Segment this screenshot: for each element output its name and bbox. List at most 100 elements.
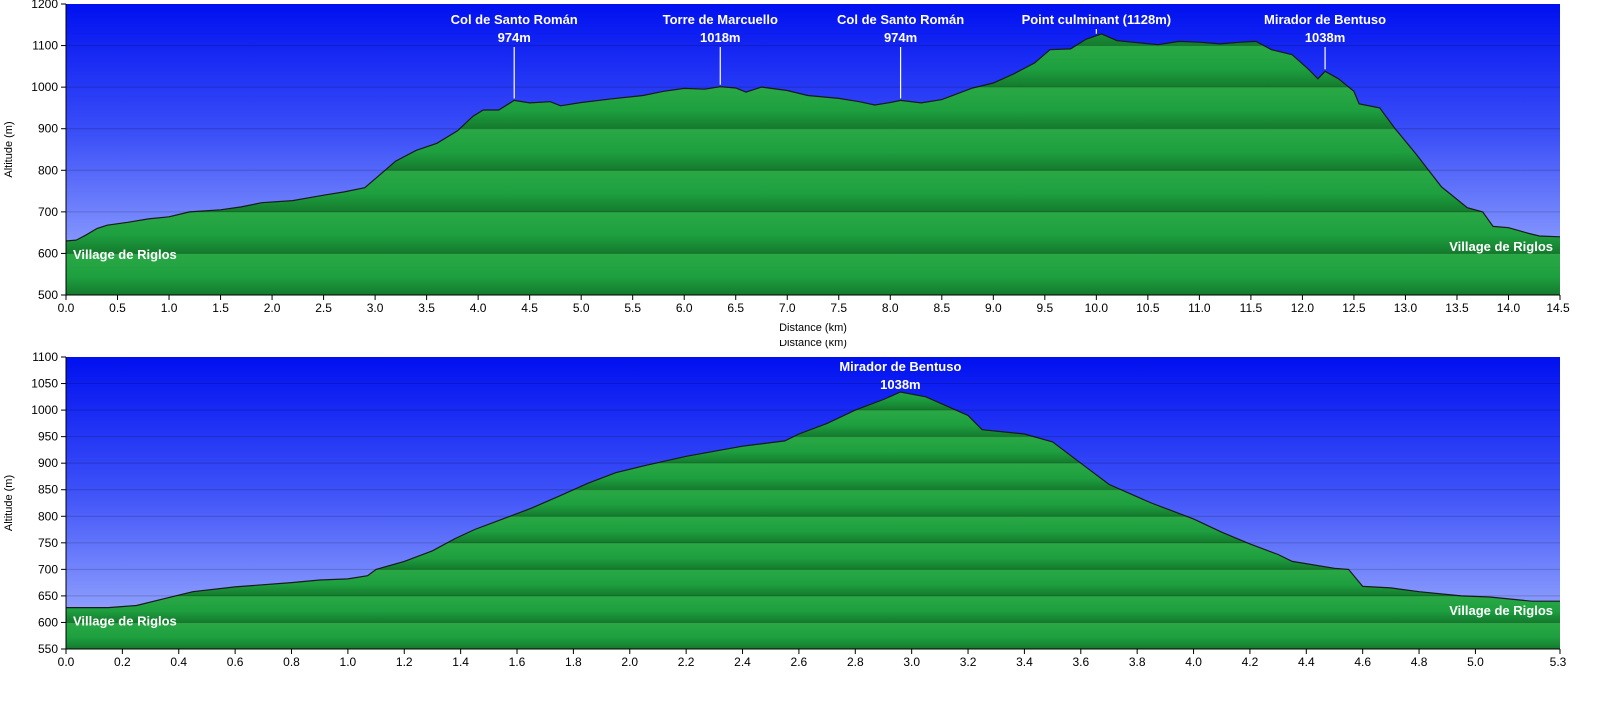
- x-tick-label: 2.6: [791, 655, 808, 669]
- poi-elevation-label: 974m: [884, 30, 917, 45]
- y-tick-label: 800: [38, 509, 58, 523]
- poi-elevation-label: 1038m: [1305, 30, 1345, 45]
- x-tick-label: 10.0: [1085, 301, 1109, 315]
- x-tick-label: 0.2: [114, 655, 131, 669]
- elevation-line: [66, 391, 1560, 609]
- y-tick-label: 1000: [31, 403, 58, 417]
- x-tick-label: 1.4: [452, 655, 469, 669]
- x-tick-label: 5.5: [624, 301, 641, 315]
- x-tick-label: 5.3: [1550, 655, 1567, 669]
- y-axis-title: Altitude (m): [3, 121, 15, 177]
- x-tick-label: 1.6: [509, 655, 526, 669]
- y-tick-label: 900: [38, 456, 58, 470]
- x-tick-label: 2.4: [734, 655, 751, 669]
- poi-elevation-label: 1038m: [880, 377, 920, 392]
- y-tick-label: 850: [38, 483, 58, 497]
- x-tick-label: 11.5: [1240, 301, 1263, 315]
- poi-name-label: Mirador de Bentuso: [839, 359, 961, 374]
- x-tick-label: 1.5: [212, 301, 229, 315]
- x-tick-label: 1.0: [161, 301, 178, 315]
- poi-elevation-label: 974m: [498, 30, 531, 45]
- x-tick-label: 4.0: [1185, 655, 1202, 669]
- x-tick-label: 4.8: [1411, 655, 1428, 669]
- start-point-label: Village de Riglos: [73, 614, 177, 629]
- x-tick-label: 14.5: [1546, 301, 1570, 315]
- x-tick-label: 12.0: [1291, 301, 1315, 315]
- x-tick-label: 3.8: [1129, 655, 1146, 669]
- poi-name-label: Col de Santo Román: [451, 12, 578, 27]
- x-tick-label: 4.6: [1354, 655, 1371, 669]
- y-axis-title: Altitude (m): [3, 475, 15, 531]
- poi-name-label: Point culminant (1128m): [1022, 12, 1172, 27]
- x-tick-label: 0.6: [227, 655, 244, 669]
- x-axis-title: Distance (km): [779, 340, 847, 349]
- elevation-line: [65, 33, 1561, 242]
- x-axis-title: Distance (km): [779, 322, 847, 334]
- x-tick-label: 9.0: [985, 301, 1002, 315]
- y-tick-label: 1200: [31, 0, 58, 11]
- x-tick-label: 13.5: [1445, 301, 1469, 315]
- x-tick-label: 11.0: [1188, 301, 1211, 315]
- poi-name-label: Mirador de Bentuso: [1264, 12, 1386, 27]
- x-tick-label: 4.4: [1298, 655, 1315, 669]
- x-tick-label: 12.5: [1342, 301, 1366, 315]
- y-tick-label: 1100: [32, 39, 58, 53]
- x-tick-label: 2.0: [621, 655, 638, 669]
- x-tick-label: 8.0: [882, 301, 899, 315]
- y-tick-label: 800: [38, 163, 58, 177]
- poi-name-label: Col de Santo Román: [837, 12, 964, 27]
- x-tick-label: 0.0: [58, 301, 75, 315]
- elevation-area: [66, 392, 1560, 649]
- y-tick-label: 950: [38, 430, 58, 444]
- poi-elevation-label: 1018m: [700, 30, 740, 45]
- x-tick-label: 3.5: [418, 301, 435, 315]
- x-tick-label: 4.0: [470, 301, 487, 315]
- x-tick-label: 1.0: [340, 655, 357, 669]
- x-tick-label: 0.5: [109, 301, 126, 315]
- x-tick-label: 7.5: [830, 301, 847, 315]
- y-tick-label: 1000: [31, 80, 58, 94]
- x-tick-label: 10.5: [1136, 301, 1160, 315]
- x-tick-label: 0.8: [283, 655, 300, 669]
- x-tick-label: 4.2: [1242, 655, 1259, 669]
- end-point-label: Village de Riglos: [1449, 603, 1553, 618]
- x-tick-label: 8.5: [933, 301, 950, 315]
- x-tick-label: 5.0: [1467, 655, 1484, 669]
- y-tick-label: 900: [38, 122, 58, 136]
- y-tick-label: 650: [38, 589, 58, 603]
- x-tick-label: 13.0: [1394, 301, 1418, 315]
- x-tick-label: 1.2: [396, 655, 413, 669]
- y-tick-label: 1100: [32, 350, 58, 364]
- poi-name-label: Torre de Marcuello: [663, 12, 778, 27]
- x-tick-label: 3.0: [903, 655, 920, 669]
- x-tick-label: 9.5: [1036, 301, 1053, 315]
- x-tick-label: 6.0: [676, 301, 693, 315]
- y-tick-label: 1050: [31, 377, 58, 391]
- y-tick-label: 500: [38, 288, 58, 302]
- x-tick-label: 2.2: [678, 655, 695, 669]
- elevation-chart-full-loop: 500 600 700 800 900 1000 1100 1200 0.0 0.5 1.0 1.5 2…: [3, 0, 1570, 334]
- y-tick-label: 550: [38, 642, 58, 656]
- x-tick-label: 2.8: [847, 655, 864, 669]
- end-point-label: Village de Riglos: [1449, 239, 1553, 254]
- x-tick-label: 0.4: [170, 655, 187, 669]
- x-tick-label: 2.0: [264, 301, 281, 315]
- x-tick-label: 3.0: [367, 301, 384, 315]
- x-tick-label: 1.8: [565, 655, 582, 669]
- x-tick-label: 14.0: [1497, 301, 1521, 315]
- y-tick-label: 600: [38, 615, 58, 629]
- elevation-area: [66, 33, 1560, 296]
- elevation-chart-mirador-section: 550 600 650 700 750 800 850 900 950 1000 1050 1100 0…: [3, 340, 1567, 669]
- x-tick-label: 0.0: [58, 655, 75, 669]
- x-tick-label: 7.0: [779, 301, 796, 315]
- x-tick-label: 6.5: [727, 301, 744, 315]
- y-tick-label: 750: [38, 536, 58, 550]
- x-tick-label: 3.2: [960, 655, 977, 669]
- x-tick-label: 3.4: [1016, 655, 1033, 669]
- x-tick-label: 3.6: [1072, 655, 1089, 669]
- x-tick-label: 2.5: [315, 301, 332, 315]
- x-tick-label: 5.0: [573, 301, 590, 315]
- y-tick-label: 600: [38, 246, 58, 260]
- start-point-label: Village de Riglos: [73, 247, 177, 262]
